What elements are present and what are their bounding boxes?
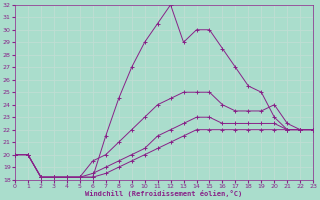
X-axis label: Windchill (Refroidissement éolien,°C): Windchill (Refroidissement éolien,°C) <box>85 190 243 197</box>
